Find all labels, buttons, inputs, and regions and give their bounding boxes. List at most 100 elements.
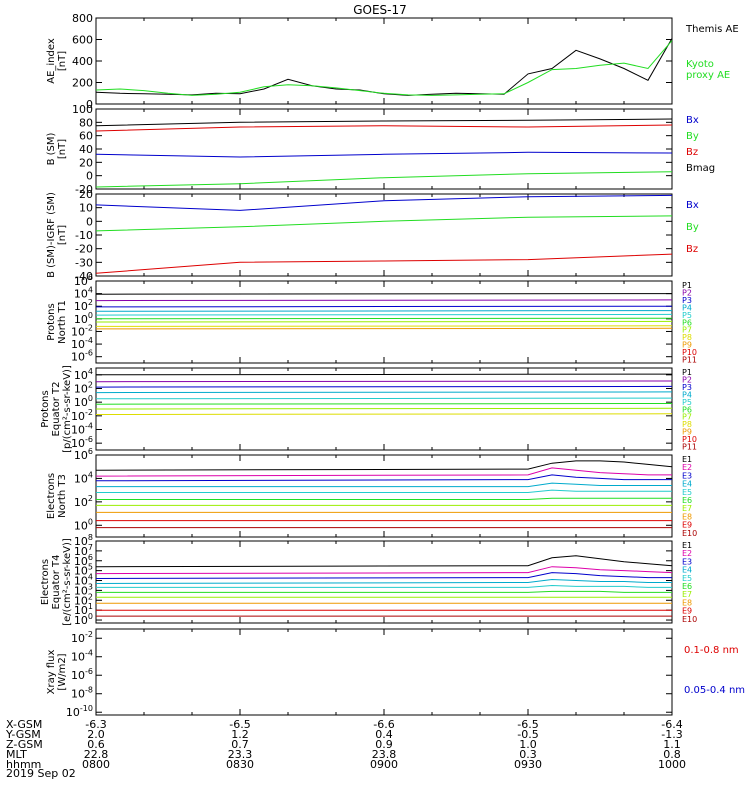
- series-line-p4: [95, 310, 673, 312]
- y-tick-label: 40: [79, 143, 93, 156]
- y-axis-label: AE_index[nT]: [46, 38, 68, 84]
- legend-entry: E1: [682, 455, 692, 464]
- series-line-bz: [95, 253, 673, 274]
- legend-entry: E7: [682, 590, 692, 599]
- footer-value: 0.4: [375, 728, 393, 741]
- legend-entry: E5: [682, 488, 692, 497]
- y-tick-label: 100: [74, 612, 93, 627]
- y-tick-label: 100: [72, 103, 93, 116]
- legend-entry: P9: [682, 341, 692, 350]
- y-tick-label: 0: [86, 215, 93, 228]
- y-axis-label: Xray flux[W/m2]: [46, 650, 68, 695]
- footer-value: 0.6: [87, 738, 105, 751]
- legend-entry: Bz: [686, 244, 698, 255]
- legend-entry: P9: [682, 428, 692, 437]
- series-line-bx: [95, 194, 673, 211]
- footer-ephemeris: X-GSM -6.3 -6.5 -6.6 -6.5 -6.4 Y-GSM 2.0 1.2 0.4 -…: [5, 718, 686, 771]
- footer-value: 2.0: [87, 728, 105, 741]
- series-line-p5: [95, 397, 673, 400]
- legend-entry: Themis AE: [685, 24, 739, 35]
- series-line-p4: [95, 391, 673, 394]
- legend-entry: E10: [682, 615, 697, 624]
- footer-value: -6.3: [85, 718, 106, 731]
- footer-row-label: Y-GSM: [5, 728, 41, 741]
- chart-title: GOES-17: [353, 3, 407, 17]
- series-line-p1: [95, 293, 673, 295]
- y-tick-label: 0: [86, 98, 93, 111]
- legend-entry: P7: [682, 326, 692, 335]
- legend-entry: P7: [682, 413, 692, 422]
- footer-row-label: Z-GSM: [6, 738, 43, 751]
- legend-entry: By: [686, 131, 699, 142]
- y-tick-label: -30: [75, 256, 93, 269]
- footer-value: 22.8: [84, 748, 109, 761]
- footer-value: -6.5: [229, 718, 250, 731]
- series-line-p6: [95, 403, 673, 405]
- footer-value: 0.7: [231, 738, 249, 751]
- y-tick-label: -20: [75, 243, 93, 256]
- series-line-e3: [95, 474, 672, 482]
- series-line-bx: [95, 151, 673, 158]
- panel-frame: [95, 193, 673, 277]
- legend-entry: E4: [682, 566, 692, 575]
- y-tick-label: 104: [74, 470, 93, 485]
- legend-entry: E3: [682, 557, 692, 566]
- series-line-p7: [95, 407, 673, 410]
- y-tick-label: 80: [79, 116, 93, 129]
- series-line-e2: [95, 467, 672, 477]
- y-axis-label: ProtonsEquator T2[p/(cm²-s-sr-keV)]: [40, 365, 73, 453]
- legend-entry: P2: [682, 288, 692, 297]
- legend-entry: E2: [682, 549, 692, 558]
- legend-entry: E9: [682, 521, 692, 530]
- y-tick-label: 10-8: [71, 686, 93, 701]
- legend-entry: Bx: [686, 200, 699, 211]
- footer-value: 0.8: [663, 748, 681, 761]
- panel-frame: [95, 17, 673, 105]
- y-tick-label: 10-2: [71, 630, 93, 645]
- legend-entry: E4: [682, 480, 692, 489]
- series-line-p3: [95, 305, 673, 308]
- legend-entry: Bz: [686, 147, 698, 158]
- series-line-by: [95, 215, 673, 232]
- legend-entry: P6: [682, 318, 692, 327]
- legend-entry: E8: [682, 598, 692, 607]
- footer-row-label: hhmm: [6, 758, 41, 771]
- legend-entry: P6: [682, 405, 692, 414]
- legend-entry: By: [686, 222, 699, 233]
- series-line-e1: [95, 555, 673, 568]
- footer-value: -1.3: [661, 728, 682, 741]
- y-axis-label: B (SM)[nT]: [46, 132, 68, 165]
- y-tick-label: 0: [86, 170, 93, 183]
- legend-entry: proxy AE: [686, 70, 730, 81]
- panel-frame: [95, 628, 673, 716]
- series-line-p3: [95, 385, 673, 388]
- y-tick-label: 600: [72, 34, 93, 47]
- series-line-p8: [95, 325, 673, 327]
- panel-8: 10-2 10-4 10-6 10-8 10-10 Xray flux[W/m2] 0.1-…: [46, 628, 745, 719]
- footer-value: -0.5: [517, 728, 538, 741]
- series-line-e5: [96, 489, 672, 493]
- series-line-e5: [96, 584, 672, 588]
- series-line-p9: [95, 327, 673, 330]
- series-line-bmag: [95, 118, 673, 127]
- y-tick-label: 10: [79, 202, 93, 215]
- y-tick-label: 102: [74, 494, 93, 509]
- footer-value: 1.2: [231, 728, 249, 741]
- legend-entry: P3: [682, 383, 692, 392]
- legend-entry: P2: [682, 375, 692, 384]
- legend-entry: E2: [682, 463, 692, 472]
- footer-value: 1.1: [663, 738, 681, 751]
- legend-entry: E5: [682, 574, 692, 583]
- y-tick-label: 10-10: [66, 704, 93, 719]
- series-line-p2: [95, 380, 673, 383]
- footer-value: 0830: [226, 758, 254, 771]
- legend-entry: P8: [682, 333, 692, 342]
- series-line-e4: [95, 578, 672, 584]
- series-line-p8: [95, 413, 673, 415]
- legend-entry: P11: [682, 443, 697, 452]
- series-line-p7: [95, 320, 673, 323]
- series-line-p2: [95, 299, 673, 302]
